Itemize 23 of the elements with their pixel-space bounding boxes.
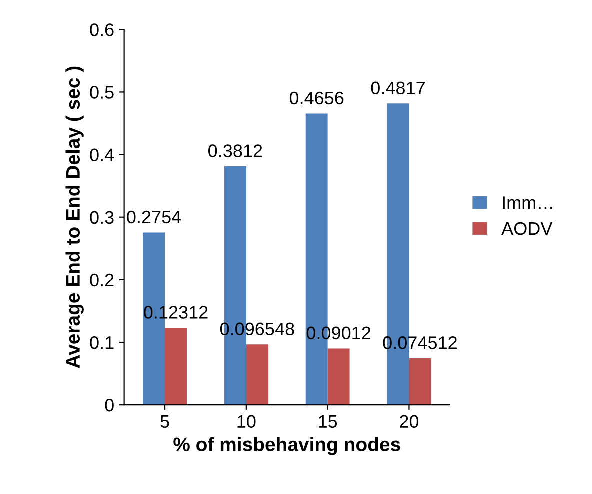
y-tick-label: 0 xyxy=(105,399,114,412)
bar xyxy=(165,328,187,406)
data-label: 0.4817 xyxy=(371,82,425,95)
bar xyxy=(328,348,350,406)
bar xyxy=(246,344,268,406)
legend-label: AODV xyxy=(502,222,553,236)
bar xyxy=(409,358,432,406)
legend-label: Imm… xyxy=(503,196,552,210)
y-tick-label: 0.3 xyxy=(90,211,114,224)
data-label: 0.4656 xyxy=(290,92,344,105)
x-tick-label: 10 xyxy=(238,415,256,428)
x-tick-label: 5 xyxy=(160,415,170,428)
y-tick-label: 0.6 xyxy=(90,24,114,36)
x-tick-label: 20 xyxy=(400,415,419,428)
data-label: 0.3812 xyxy=(208,144,262,158)
y-tick-label: 0.5 xyxy=(90,86,114,99)
y-axis-title: Average End to End Delay ( sec ) xyxy=(66,66,84,368)
y-tick-label: 0.2 xyxy=(90,274,114,287)
x-axis-title: % of misbehaving nodes xyxy=(174,437,400,456)
y-tick-label: 0.4 xyxy=(90,148,114,162)
x-tick-label: 15 xyxy=(319,415,338,428)
y-tick-label: 0.1 xyxy=(90,336,114,350)
data-label: 0.2754 xyxy=(127,210,182,224)
